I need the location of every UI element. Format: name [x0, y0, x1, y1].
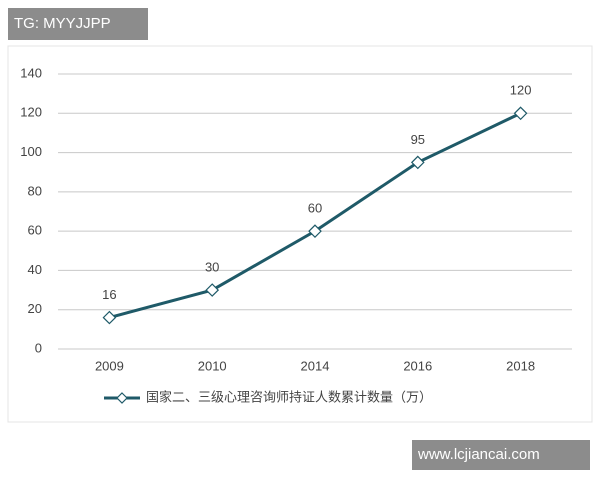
y-tick-label: 80	[28, 183, 42, 198]
x-tick-label: 2010	[198, 358, 227, 373]
point-marker	[513, 106, 528, 121]
x-tick-label: 2014	[301, 358, 330, 373]
point-marker	[308, 224, 322, 238]
y-tick-label: 20	[28, 301, 42, 316]
watermark-box	[8, 8, 148, 40]
y-tick-label: 100	[20, 144, 42, 159]
x-tick-label: 2018	[506, 358, 535, 373]
y-tick-label: 60	[28, 223, 42, 238]
y-tick-label: 0	[35, 340, 42, 355]
y-tick-label: 120	[20, 105, 42, 120]
watermark-box	[412, 440, 590, 470]
legend-marker	[116, 392, 128, 404]
point-marker	[205, 283, 220, 297]
data-label: 95	[411, 132, 425, 147]
data-label: 16	[102, 287, 116, 302]
x-tick-label: 2016	[403, 358, 432, 373]
x-tick-label: 2009	[95, 358, 124, 373]
y-tick-label: 140	[20, 65, 42, 80]
watermark: www.lcjiancai.com	[417, 446, 540, 463]
data-label: 30	[205, 260, 219, 275]
y-tick-label: 40	[28, 262, 42, 277]
chart-frame	[7, 45, 593, 423]
point-marker	[410, 155, 425, 170]
point-marker	[102, 310, 117, 325]
data-label: 60	[308, 201, 322, 216]
legend-label: 国家二、三级心理咨询师持证人数累计数量（万）	[146, 389, 432, 404]
watermark: TG: MYYJJPP	[14, 15, 111, 32]
data-label: 120	[510, 83, 532, 98]
